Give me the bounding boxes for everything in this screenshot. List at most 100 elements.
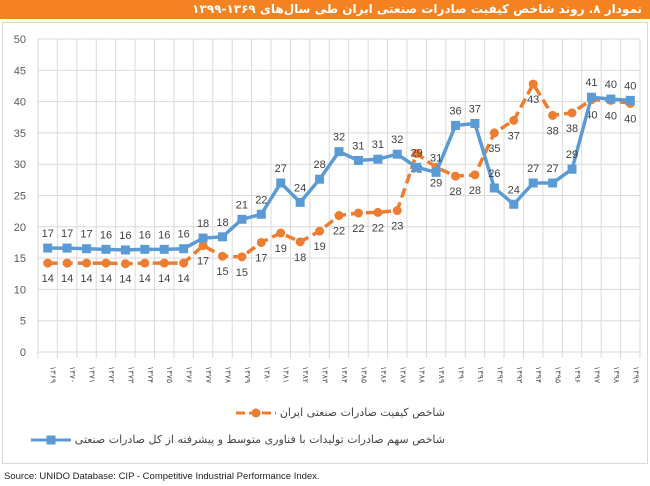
y-tick-label: 5 <box>20 316 26 328</box>
data-point <box>528 79 538 89</box>
chart-title: نمودار ۸. روند شاخص کیفیت صادرات صنعتی ا… <box>0 0 650 19</box>
data-point <box>179 258 189 268</box>
x-tick-label: ۱۳۹۳ <box>515 366 524 384</box>
data-point <box>392 206 402 216</box>
data-label: 14 <box>61 273 73 285</box>
data-label: 17 <box>61 228 73 240</box>
x-tick-label: ۱۳۸۳ <box>321 366 330 384</box>
data-point <box>276 178 286 188</box>
x-tick-label: ۱۳۶۹ <box>49 366 58 383</box>
legend-label: شاخص کیفیت صادرات صنعتی ایران <box>279 406 445 419</box>
data-label: 31 <box>430 152 442 164</box>
data-label: 15 <box>216 266 228 278</box>
data-label: 16 <box>119 230 131 242</box>
data-point <box>567 164 577 174</box>
data-point <box>606 94 616 104</box>
x-tick-label: ۱۳۷۹ <box>243 366 252 383</box>
data-label: 41 <box>585 77 597 89</box>
data-point <box>509 115 519 125</box>
data-label: 22 <box>333 226 345 238</box>
data-point <box>489 183 499 193</box>
data-point <box>217 251 227 261</box>
data-point <box>140 258 150 268</box>
data-point <box>625 95 635 105</box>
data-point <box>315 174 325 184</box>
data-label: 43 <box>527 94 539 106</box>
x-tick-label: ۱۳۷۸ <box>223 366 232 384</box>
data-label: 40 <box>624 80 636 92</box>
data-label: 27 <box>546 163 558 175</box>
data-point <box>509 199 519 209</box>
data-label: 38 <box>546 125 558 137</box>
data-point <box>217 232 227 242</box>
data-label: 29 <box>566 149 578 161</box>
data-point <box>198 241 208 251</box>
x-tick-label: ۱۳۷۳ <box>126 366 135 384</box>
data-label: 28 <box>313 159 325 171</box>
y-tick-label: 25 <box>14 191 26 203</box>
data-label: 29 <box>411 147 423 159</box>
x-tick-label: ۱۳۸۲ <box>301 366 310 383</box>
data-label: 14 <box>100 273 112 285</box>
legend-item-share: شاخص سهم صادرات تولیدات با فناوری متوسط … <box>30 433 445 446</box>
data-label: 28 <box>469 185 481 197</box>
legend-orange-marker-icon <box>235 408 276 417</box>
data-label: 18 <box>216 217 228 229</box>
data-point <box>198 233 208 243</box>
data-label: 35 <box>488 143 500 155</box>
data-label: 14 <box>119 274 131 286</box>
data-label: 38 <box>566 123 578 135</box>
data-point <box>470 119 480 129</box>
y-tick-label: 20 <box>14 222 26 234</box>
x-tick-label: ۱۳۸۴ <box>340 366 349 383</box>
data-label: 24 <box>294 182 306 194</box>
data-label: 27 <box>527 163 539 175</box>
data-label: 16 <box>158 229 170 241</box>
legend-blue-marker-icon <box>30 435 71 444</box>
data-label: 14 <box>139 273 151 285</box>
data-point <box>179 244 189 254</box>
data-label: 15 <box>236 267 248 279</box>
data-label: 22 <box>372 222 384 234</box>
data-point <box>451 171 461 181</box>
y-tick-label: 50 <box>14 34 26 46</box>
data-point <box>62 243 72 253</box>
data-point <box>62 258 72 268</box>
data-point <box>256 237 266 247</box>
x-tick-label: ۱۳۹۴ <box>534 366 543 383</box>
legend-label: شاخص سهم صادرات تولیدات با فناوری متوسط … <box>74 433 445 446</box>
y-tick-label: 35 <box>14 128 26 140</box>
data-point <box>159 258 169 268</box>
x-tick-label: ۱۳۸۶ <box>379 366 388 383</box>
data-label: 16 <box>178 229 190 241</box>
y-tick-label: 15 <box>14 253 26 265</box>
data-point <box>82 244 92 254</box>
data-point <box>567 108 577 118</box>
data-label: 17 <box>42 228 54 240</box>
legend-item-quality: شاخص کیفیت صادرات صنعتی ایران <box>235 406 445 419</box>
data-point <box>276 228 286 238</box>
data-point <box>43 258 53 268</box>
data-point <box>412 149 422 159</box>
data-point <box>43 243 53 253</box>
data-point <box>295 237 305 247</box>
data-point <box>373 207 383 217</box>
data-label: 37 <box>469 104 481 116</box>
data-label: 37 <box>508 130 520 142</box>
data-point <box>353 155 363 165</box>
data-point <box>373 154 383 164</box>
x-tick-label: ۱۳۸۵ <box>359 366 368 383</box>
data-point <box>548 178 558 188</box>
data-point <box>431 167 441 177</box>
y-tick-label: 10 <box>14 284 26 296</box>
x-tick-label: ۱۳۷۵ <box>165 366 174 383</box>
data-label: 31 <box>352 140 364 152</box>
x-tick-label: ۱۳۹۵ <box>554 366 563 383</box>
data-label: 14 <box>80 273 92 285</box>
data-point <box>101 258 111 268</box>
x-tick-label: ۱۳۷۷ <box>204 366 213 384</box>
x-tick-label: ۱۳۹۱ <box>476 366 485 383</box>
data-label: 16 <box>139 229 151 241</box>
data-point <box>82 258 92 268</box>
source-note: Source: UNIDO Database: CIP - Competitiv… <box>4 471 320 482</box>
